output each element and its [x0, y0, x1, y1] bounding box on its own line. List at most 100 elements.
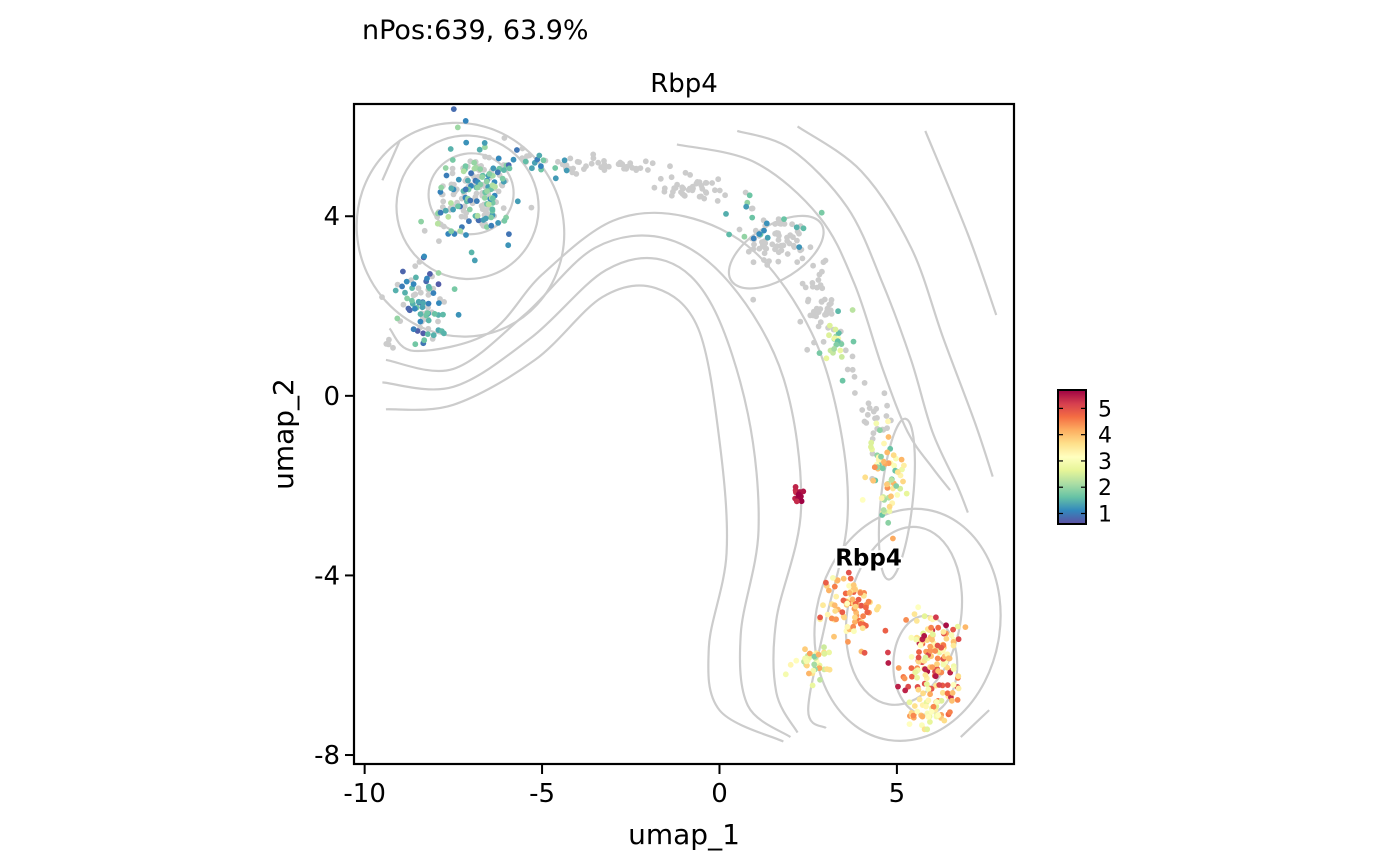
positive-point [878, 453, 884, 460]
negative-point [805, 296, 812, 303]
positive-point [845, 638, 851, 645]
positive-point [906, 721, 913, 727]
positive-point [938, 697, 945, 704]
positive-point [764, 234, 771, 241]
positive-point [831, 633, 837, 640]
negative-point [866, 405, 873, 411]
negative-point [425, 292, 432, 298]
positive-point [861, 649, 868, 656]
positive-point [868, 444, 874, 450]
positive-point [481, 140, 488, 146]
positive-point [950, 642, 957, 649]
negative-point [668, 174, 675, 181]
negative-point [815, 323, 822, 330]
positive-point [798, 498, 805, 505]
positive-point [501, 217, 508, 224]
positive-point [894, 469, 901, 475]
negative-point [576, 159, 582, 166]
positive-point [840, 575, 847, 582]
contour-line [382, 256, 792, 738]
negative-point [385, 341, 392, 348]
positive-point [901, 675, 908, 682]
positive-point [859, 497, 866, 503]
positive-point [849, 596, 856, 603]
positive-point [950, 666, 957, 672]
negative-point [775, 237, 782, 243]
positive-point [477, 166, 484, 173]
negative-point [716, 187, 723, 194]
positive-point [430, 290, 437, 296]
positive-point [890, 452, 897, 459]
positive-point [394, 315, 401, 322]
positive-point [424, 275, 430, 282]
positive-point [522, 158, 529, 165]
negative-point [883, 413, 890, 419]
positive-point [910, 712, 917, 719]
negative-point [390, 344, 396, 351]
negative-point [869, 450, 876, 457]
positive-point [945, 655, 952, 662]
negative-point [745, 248, 752, 255]
negative-point [679, 184, 686, 191]
negative-point [750, 259, 757, 266]
positive-point [857, 590, 864, 596]
negative-point [649, 160, 656, 167]
positive-point [435, 270, 442, 276]
negative-point [386, 336, 392, 343]
positive-point [832, 326, 839, 333]
positive-point [875, 604, 882, 610]
positive-point [882, 627, 889, 634]
positive-point [803, 658, 810, 665]
positive-point [878, 495, 885, 502]
positive-point [929, 664, 936, 670]
positive-point [885, 418, 891, 425]
positive-point [955, 636, 962, 643]
positive-point [949, 697, 955, 704]
positive-point [938, 644, 945, 651]
positive-point [939, 689, 946, 696]
negative-point [461, 203, 468, 210]
negative-point [588, 160, 595, 167]
positive-point [492, 183, 498, 190]
negative-point [769, 241, 776, 248]
positive-point [468, 249, 475, 256]
positive-point [860, 613, 866, 620]
positive-point [420, 300, 426, 306]
positive-point [884, 449, 891, 456]
negative-point [661, 188, 668, 195]
negative-point [425, 325, 432, 332]
positive-point [915, 654, 922, 661]
positive-point [793, 224, 800, 231]
positive-point [781, 216, 787, 223]
positive-point [449, 157, 456, 163]
positive-point [804, 662, 810, 669]
positive-point [506, 165, 513, 172]
positive-point [919, 713, 926, 720]
negative-point [642, 158, 649, 165]
positive-point [489, 206, 496, 213]
positive-point [514, 198, 521, 205]
positive-point [723, 211, 729, 217]
positive-point [903, 617, 909, 623]
positive-point [431, 311, 438, 317]
negative-point [482, 153, 488, 160]
contour-line [924, 130, 998, 316]
negative-point [379, 294, 385, 300]
positive-point [476, 146, 483, 153]
negative-point [773, 230, 780, 237]
negative-point [698, 182, 705, 189]
positive-point [495, 220, 501, 226]
positive-point [816, 665, 823, 672]
negative-point [780, 242, 787, 249]
positive-point [538, 163, 544, 170]
positive-point [420, 330, 427, 337]
x-tick-label: -5 [529, 779, 555, 809]
negative-point [667, 163, 673, 170]
positive-point [761, 227, 767, 234]
positive-point [928, 708, 935, 715]
negative-point [870, 408, 877, 415]
chart-subtitle: nPos:639, 63.9% [362, 15, 589, 46]
negative-point [416, 259, 423, 265]
negative-point [750, 296, 757, 303]
plot-panel [354, 104, 1014, 764]
